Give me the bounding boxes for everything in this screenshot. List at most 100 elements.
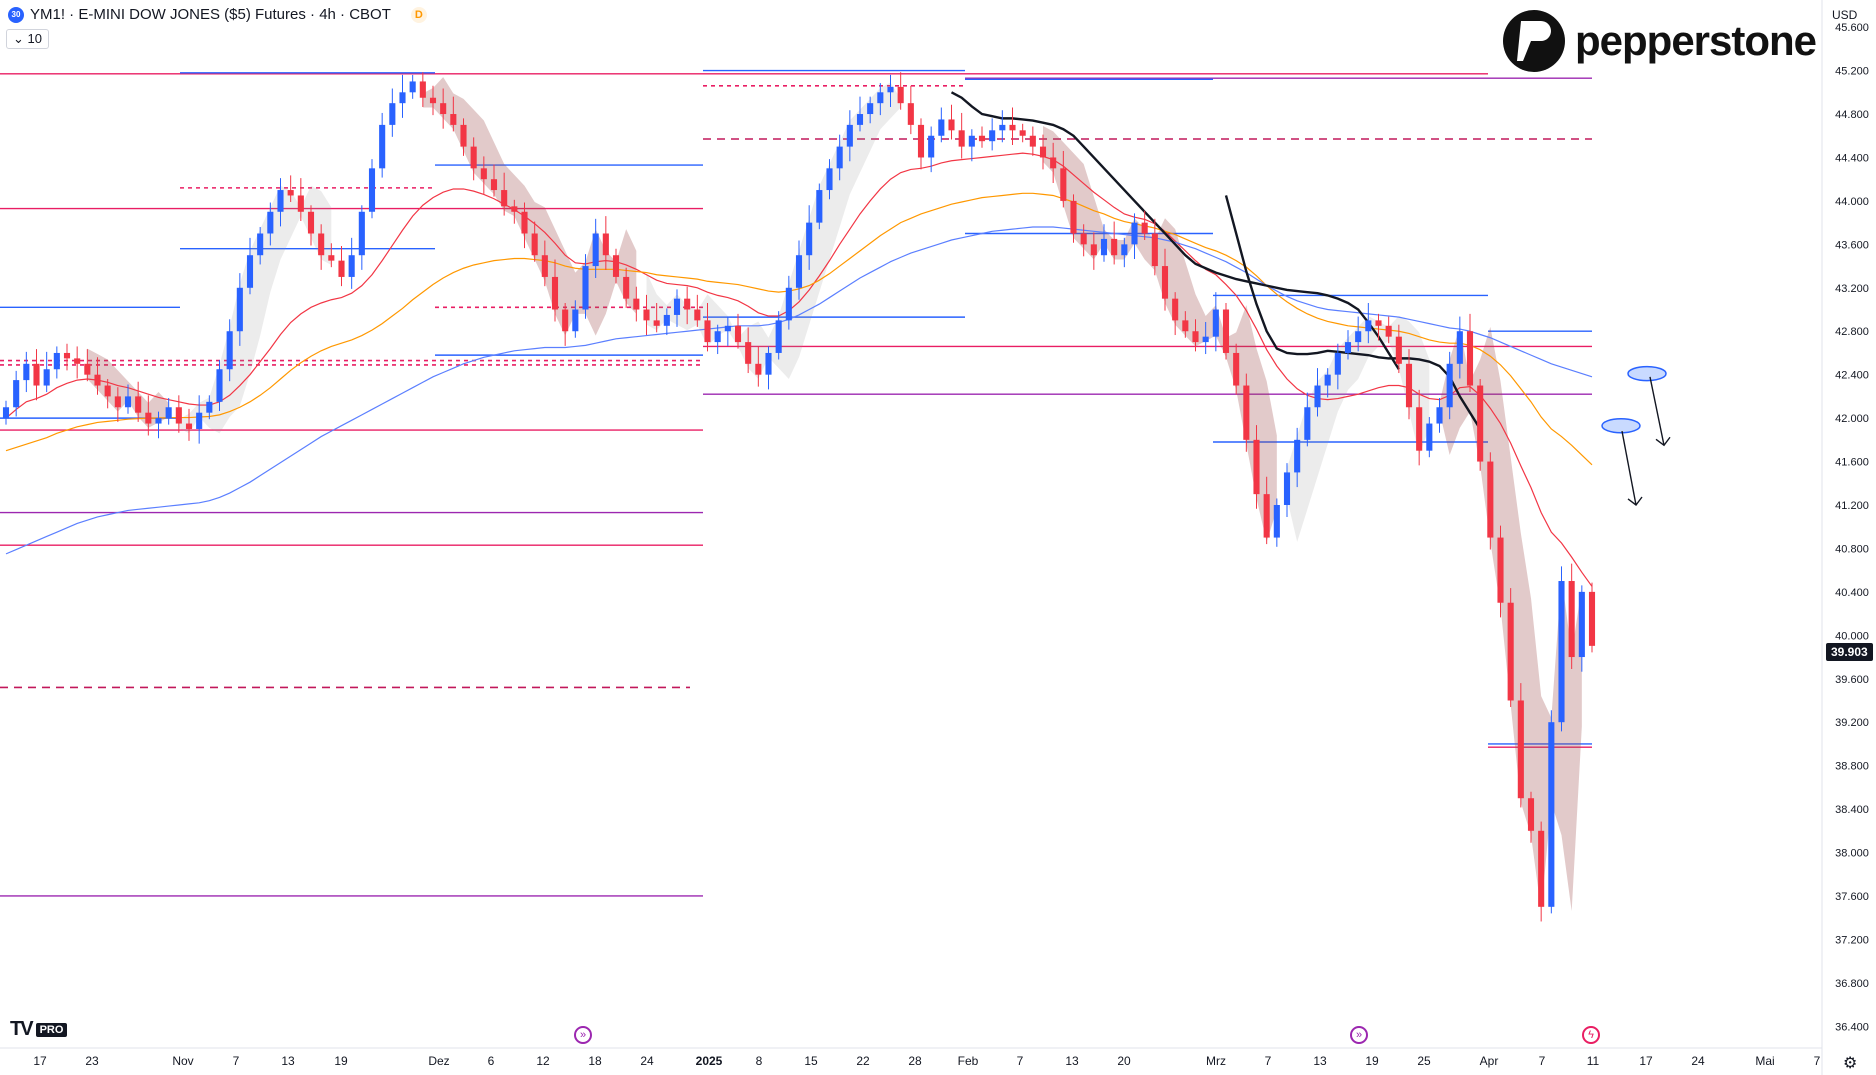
candle-body <box>704 320 711 343</box>
price-tick-label: 41.200 <box>1835 500 1869 512</box>
target-ellipse[interactable] <box>1601 417 1641 434</box>
time-tick-label: Dez <box>428 1054 449 1068</box>
time-tick-label: 7 <box>1017 1054 1024 1068</box>
candle-body <box>1283 472 1291 505</box>
candle-body <box>1456 331 1463 364</box>
currency-label[interactable]: USD <box>1832 8 1858 22</box>
candle-body <box>175 407 182 424</box>
candle-body <box>297 195 304 212</box>
price-tick-label: 42.800 <box>1835 326 1869 338</box>
candle-body <box>226 331 233 370</box>
pepperstone-logo-icon <box>1503 10 1565 72</box>
down-arrow-shaft[interactable] <box>1649 376 1665 446</box>
candle-body <box>816 190 823 223</box>
candle-body <box>1029 135 1036 147</box>
candle-body <box>257 233 264 256</box>
candle-body <box>1273 504 1280 538</box>
candle-body <box>572 309 579 332</box>
candle-body <box>1131 222 1138 245</box>
time-tick-label: 2025 <box>696 1054 723 1068</box>
price-tick-label: 45.200 <box>1835 66 1869 78</box>
interval-selector[interactable]: ⌄ 10 <box>6 29 49 49</box>
candle-body <box>999 124 1006 131</box>
chart-header: 30 YM1! · E-MINI DOW JONES ($5) Futures … <box>8 6 427 23</box>
candle-body <box>429 97 437 104</box>
price-tick-label: 45.600 <box>1835 22 1869 34</box>
candle-body <box>409 81 416 93</box>
candle-body <box>511 206 518 212</box>
candle-body <box>1263 494 1270 538</box>
time-tick-label: 18 <box>588 1054 602 1068</box>
candle-body <box>84 363 91 375</box>
time-tick-label: 7 <box>233 1054 240 1068</box>
time-tick-label: 13 <box>281 1054 295 1068</box>
candle-body <box>582 266 589 310</box>
candle-body <box>531 233 538 256</box>
candle-body <box>673 298 681 315</box>
candle-body <box>1365 320 1372 332</box>
candle-body <box>1395 336 1402 364</box>
candle-body <box>307 211 315 234</box>
candle-body <box>551 276 559 310</box>
symbol-badge[interactable]: 30 <box>8 6 24 23</box>
ema-line-red <box>5 152 1593 587</box>
time-tick-label: Mrz <box>1206 1054 1226 1068</box>
ema-line-black <box>950 91 1400 370</box>
candle-body <box>1192 331 1199 343</box>
candle-body <box>1527 798 1535 831</box>
candle-body <box>1080 233 1087 245</box>
down-arrow-shaft[interactable] <box>1621 431 1637 506</box>
candle-body <box>1588 591 1596 646</box>
candle-body <box>684 298 691 310</box>
event-marker-icon[interactable]: » <box>1350 1026 1368 1044</box>
candle-body <box>74 358 81 364</box>
time-tick-label: 19 <box>1365 1054 1379 1068</box>
time-tick-label: 23 <box>85 1054 99 1068</box>
candle-body <box>277 190 284 212</box>
time-tick-label: 17 <box>1639 1054 1653 1068</box>
candle-body <box>23 363 30 381</box>
candle-body <box>1090 244 1097 256</box>
time-tick-label: Mai <box>1755 1054 1774 1068</box>
candle-body <box>562 309 569 332</box>
candle-body <box>399 92 406 104</box>
candle-body <box>806 222 813 256</box>
candle-body <box>795 255 803 288</box>
candle-body <box>897 86 904 104</box>
candle-body <box>13 380 20 408</box>
bull-cloud <box>646 82 901 380</box>
candle-body <box>1385 325 1392 337</box>
gear-icon[interactable]: ⚙ <box>1843 1055 1858 1072</box>
time-tick-label: 24 <box>640 1054 654 1068</box>
time-tick-label: 20 <box>1117 1054 1131 1068</box>
earnings-flash-icon[interactable]: ϟ <box>1582 1026 1600 1044</box>
candle-body <box>928 135 935 158</box>
symbol-title[interactable]: YM1! · E-MINI DOW JONES ($5) Futures · 4… <box>30 6 391 23</box>
price-tick-label: 38.400 <box>1835 804 1869 816</box>
candle-body <box>1405 363 1413 408</box>
candle-body <box>358 211 365 256</box>
candle-body <box>592 233 599 267</box>
down-arrow-icon[interactable] <box>1627 496 1643 506</box>
brand-logo: pepperstone <box>1503 10 1817 72</box>
delay-badge[interactable]: D <box>410 6 427 23</box>
candle-body <box>1517 700 1524 799</box>
target-ellipse[interactable] <box>1627 365 1667 382</box>
candle-body <box>470 146 477 169</box>
candle-body <box>1538 830 1545 907</box>
candle-body <box>368 168 376 212</box>
event-marker-icon[interactable]: » <box>574 1026 592 1044</box>
brand-name: pepperstone <box>1575 17 1817 64</box>
down-arrow-icon[interactable] <box>1655 436 1671 447</box>
candle-body <box>328 255 335 261</box>
price-tick-label: 39.600 <box>1835 674 1869 686</box>
price-tick-label: 38.000 <box>1835 848 1869 860</box>
tradingview-logo[interactable]: TV PRO <box>10 1018 68 1041</box>
candle-body <box>419 81 426 98</box>
candle-body <box>856 114 864 125</box>
time-tick-label: 7 <box>1539 1054 1546 1068</box>
time-tick-label: 25 <box>1417 1054 1431 1068</box>
candle-body <box>867 103 874 115</box>
candle-body <box>1334 352 1341 375</box>
